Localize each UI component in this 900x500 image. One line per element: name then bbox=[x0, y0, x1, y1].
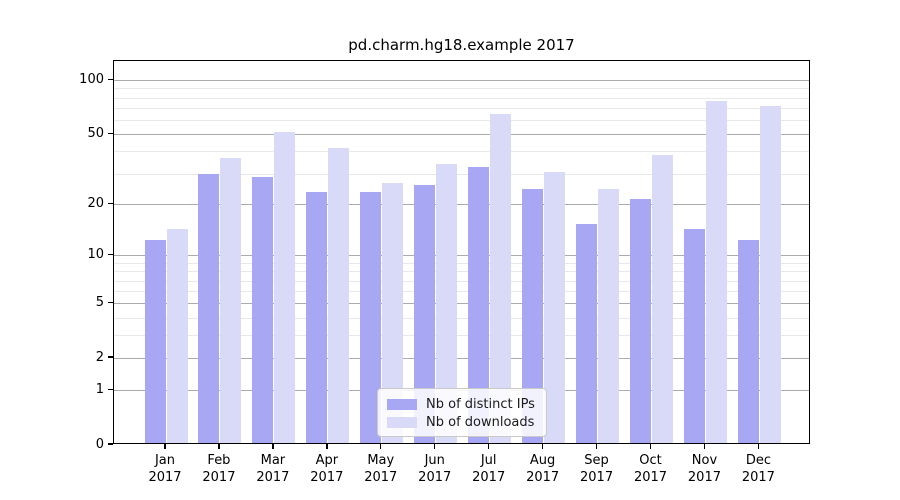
y-tick-label-0: 0 bbox=[95, 436, 104, 452]
bar-ips-mar bbox=[252, 176, 274, 443]
x-tick-label-dec: Dec 2017 bbox=[741, 453, 775, 485]
bar-downloads-apr bbox=[328, 147, 350, 443]
gridline-3 bbox=[114, 335, 809, 337]
x-tick-label-apr: Apr 2017 bbox=[310, 453, 344, 485]
x-tick-label-jan: Jan 2017 bbox=[148, 453, 182, 485]
x-tick-mark bbox=[326, 444, 328, 449]
x-tick-mark bbox=[272, 444, 274, 449]
bar-ips-feb bbox=[198, 174, 220, 443]
x-tick-mark bbox=[649, 444, 652, 449]
legend-item-downloads: Nb of downloads bbox=[387, 414, 537, 430]
gridline-4 bbox=[114, 317, 809, 319]
legend-item-distinct-ips: Nb of distinct IPs bbox=[387, 396, 537, 412]
gridline-9 bbox=[114, 263, 809, 264]
gridline-20 bbox=[114, 204, 809, 206]
gridline-10 bbox=[114, 255, 809, 257]
y-tick-mark bbox=[108, 78, 113, 80]
y-tick-mark bbox=[108, 132, 113, 134]
bar-ips-jun bbox=[414, 185, 436, 443]
bar-downloads-aug bbox=[544, 171, 566, 443]
gridline-100 bbox=[114, 80, 809, 82]
bar-ips-oct bbox=[630, 198, 651, 443]
gridline-6 bbox=[114, 291, 809, 293]
bar-downloads-oct bbox=[652, 155, 673, 443]
x-tick-label-may: May 2017 bbox=[364, 453, 398, 485]
y-tick-label-20: 20 bbox=[87, 195, 104, 211]
legend-label: Nb of downloads bbox=[426, 414, 535, 430]
gridline-60 bbox=[114, 120, 809, 122]
gridline-7 bbox=[114, 280, 809, 282]
gridline-5 bbox=[114, 303, 809, 305]
y-tick-mark bbox=[108, 388, 113, 390]
bar-downloads-nov bbox=[705, 100, 727, 443]
y-tick-mark bbox=[108, 301, 113, 304]
legend-swatch-downloads-icon bbox=[387, 416, 417, 428]
y-tick-mark bbox=[108, 443, 113, 445]
y-tick-mark bbox=[108, 356, 113, 358]
bar-downloads-feb bbox=[220, 157, 242, 443]
bar-ips-dec bbox=[737, 240, 759, 443]
x-tick-label-aug: Aug 2017 bbox=[526, 453, 560, 485]
bar-downloads-jun bbox=[436, 164, 458, 443]
x-tick-mark bbox=[703, 444, 706, 449]
legend-label: Nb of distinct IPs bbox=[426, 396, 535, 412]
bar-downloads-may bbox=[382, 182, 404, 443]
bar-downloads-jul bbox=[490, 114, 512, 443]
y-tick-mark bbox=[108, 202, 113, 205]
x-tick-mark bbox=[218, 444, 220, 449]
x-tick-label-nov: Nov 2017 bbox=[687, 453, 721, 485]
bar-downloads-sep bbox=[598, 188, 620, 443]
gridline-70 bbox=[114, 108, 809, 110]
bar-ips-apr bbox=[306, 191, 328, 443]
bar-ips-may bbox=[360, 191, 382, 443]
x-tick-label-sep: Sep 2017 bbox=[580, 453, 614, 485]
gridline-90 bbox=[114, 88, 809, 90]
bar-ips-jan bbox=[144, 240, 166, 443]
y-tick-label-5: 5 bbox=[95, 294, 104, 310]
bar-ips-sep bbox=[576, 223, 598, 443]
x-tick-label-mar: Mar 2017 bbox=[256, 453, 290, 485]
x-tick-label-jun: Jun 2017 bbox=[418, 453, 452, 485]
x-tick-mark bbox=[164, 444, 166, 449]
y-tick-label-50: 50 bbox=[87, 125, 104, 141]
y-tick-label-100: 100 bbox=[79, 71, 104, 87]
x-tick-label-oct: Oct 2017 bbox=[633, 453, 668, 485]
x-tick-mark bbox=[541, 444, 544, 449]
x-tick-mark bbox=[595, 444, 598, 449]
bar-downloads-dec bbox=[759, 106, 781, 443]
x-tick-mark bbox=[434, 444, 436, 449]
bar-downloads-mar bbox=[274, 132, 296, 443]
bar-ips-aug bbox=[522, 188, 544, 443]
x-tick-mark bbox=[757, 444, 760, 449]
chart-title: pd.charm.hg18.example 2017 bbox=[348, 36, 575, 54]
gridline-30 bbox=[114, 173, 809, 175]
plot-area bbox=[113, 60, 810, 444]
x-tick-mark bbox=[380, 444, 382, 449]
x-tick-mark bbox=[487, 444, 490, 449]
gridline-8 bbox=[114, 271, 809, 273]
x-tick-label-jul: Jul 2017 bbox=[472, 453, 506, 485]
gridline-2 bbox=[114, 358, 809, 360]
gridline-50 bbox=[114, 134, 809, 136]
y-tick-label-1: 1 bbox=[95, 381, 104, 397]
gridline-80 bbox=[114, 97, 809, 99]
y-tick-label-10: 10 bbox=[87, 246, 104, 262]
legend-swatch-ips-icon bbox=[387, 398, 417, 410]
legend: Nb of distinct IPs Nb of downloads bbox=[377, 388, 547, 437]
bar-ips-nov bbox=[683, 228, 705, 443]
x-tick-label-feb: Feb 2017 bbox=[202, 453, 236, 485]
bar-downloads-jan bbox=[166, 228, 188, 443]
bar-ips-jul bbox=[468, 166, 490, 443]
y-tick-mark bbox=[108, 253, 113, 256]
gridline-40 bbox=[114, 151, 809, 153]
y-tick-label-2: 2 bbox=[95, 349, 104, 365]
